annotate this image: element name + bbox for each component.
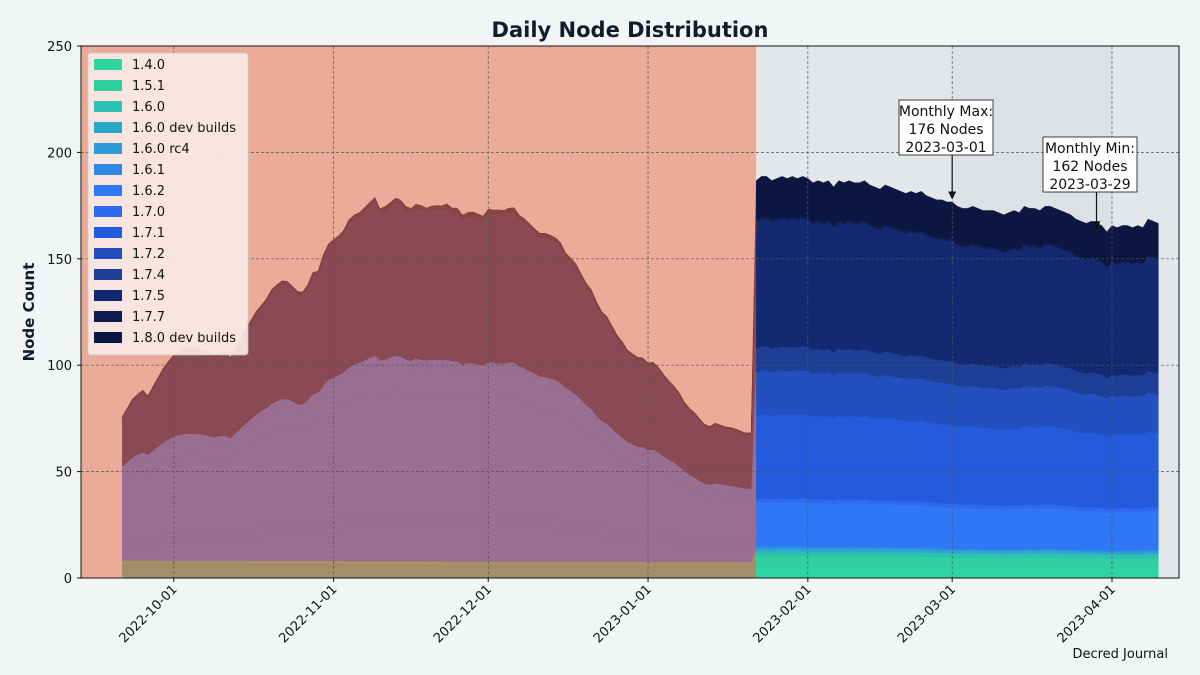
y-axis-label: Node Count xyxy=(20,263,38,362)
y-tick-label: 0 xyxy=(64,572,72,587)
annotation-monthly-min: Monthly Min: 162 Nodes 2023-03-29 xyxy=(1042,136,1138,230)
annotation-text: 2023-03-29 xyxy=(1049,177,1130,193)
annotation-box xyxy=(1042,136,1138,193)
legend-box xyxy=(87,52,249,356)
legend-swatch xyxy=(94,122,122,133)
source-label: Decred Journal xyxy=(1072,647,1168,662)
legend-label: 1.7.4 xyxy=(132,268,165,283)
legend-swatch xyxy=(94,80,122,91)
x-tick-label: 2022-11-01 xyxy=(276,582,340,646)
area-series-1-4-0 xyxy=(756,566,1159,579)
legend-swatch xyxy=(94,143,122,154)
legend-swatch xyxy=(94,227,122,238)
legend-label: 1.6.0 dev builds xyxy=(132,121,236,136)
legend-label: 1.8.0 dev builds xyxy=(132,331,236,346)
chart-title: Daily Node Distribution xyxy=(492,18,769,42)
plot-frame xyxy=(80,45,1180,579)
annotation-box xyxy=(898,99,994,156)
x-tick-label: 2023-03-01 xyxy=(895,582,959,646)
legend-swatch xyxy=(94,269,122,280)
legend-label: 1.7.7 xyxy=(132,310,165,325)
x-tick-label: 2022-12-01 xyxy=(431,582,495,646)
y-tick-label: 250 xyxy=(47,40,72,55)
legend-label: 1.4.0 xyxy=(132,58,165,73)
legend-swatch xyxy=(94,185,122,196)
legend-label: 1.7.5 xyxy=(132,289,165,304)
annotation-arrow-head xyxy=(948,191,957,200)
annotation-text: 176 Nodes xyxy=(908,122,983,138)
x-tick-label: 2023-01-01 xyxy=(591,582,655,646)
legend-swatch xyxy=(94,59,122,70)
annotation-text: Monthly Min: xyxy=(1045,141,1135,157)
x-tick-label: 2023-04-01 xyxy=(1055,582,1119,646)
y-tick-label: 200 xyxy=(47,146,72,161)
plot-area: 0 50 100 150 200 250 2022-10-01 2022-11-01 2022-… xyxy=(47,40,1180,646)
annotation-text: 162 Nodes xyxy=(1052,159,1127,175)
legend-swatch xyxy=(94,290,122,301)
legend-swatch xyxy=(94,248,122,259)
legend-label: 1.6.0 rc4 xyxy=(132,142,190,157)
y-tick-label: 100 xyxy=(47,359,72,374)
legend-label: 1.7.0 xyxy=(132,205,165,220)
annotation-arrow-head xyxy=(1092,221,1101,230)
legend-label: 1.6.0 xyxy=(132,100,165,115)
legend-label: 1.5.1 xyxy=(132,79,165,94)
y-tick-label: 150 xyxy=(47,253,72,268)
annotation-text: Monthly Max: xyxy=(899,104,993,120)
legend-swatch xyxy=(94,311,122,322)
legend-swatch xyxy=(94,101,122,112)
legend: 1.4.0 1.5.1 1.6.0 1.6.0 dev builds 1.6.0 rc4… xyxy=(87,52,249,356)
legend-swatch xyxy=(94,164,122,175)
x-tick-label: 2022-10-01 xyxy=(117,582,181,646)
annotation-text: 2023-03-01 xyxy=(905,140,986,156)
y-tick-label: 50 xyxy=(55,466,72,481)
legend-swatch xyxy=(94,206,122,217)
x-tick-label: 2023-02-01 xyxy=(751,582,815,646)
legend-label: 1.6.2 xyxy=(132,184,165,199)
legend-label: 1.7.1 xyxy=(132,226,165,241)
legend-swatch xyxy=(94,332,122,343)
legend-label: 1.6.1 xyxy=(132,163,165,178)
legend-label: 1.7.2 xyxy=(132,247,165,262)
annotation-monthly-max: Monthly Max: 176 Nodes 2023-03-01 xyxy=(898,99,994,200)
